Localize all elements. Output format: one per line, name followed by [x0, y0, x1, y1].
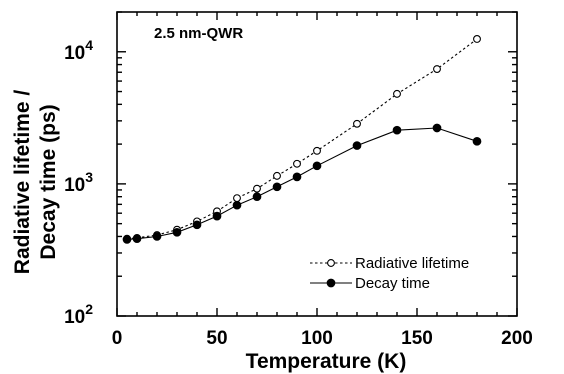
decay-point — [312, 161, 322, 171]
radiative-point — [353, 119, 361, 128]
y-axis-title-line1: Radiative lifetime / — [11, 90, 34, 275]
tick-labels: 0 50 100 150 200 102 103 104 — [64, 37, 533, 349]
radiative-point — [393, 89, 401, 98]
chart-annotation: 2.5 nm-QWR — [154, 25, 243, 42]
decay-point — [272, 182, 282, 192]
decay-point — [132, 234, 142, 244]
decay-point — [252, 192, 262, 202]
radiative-point — [473, 35, 481, 43]
radiative-point — [253, 184, 261, 193]
radiative-point — [233, 194, 241, 203]
decay-point — [292, 172, 302, 182]
radiative-point — [433, 65, 441, 73]
legend-label: Decay time — [355, 275, 430, 292]
legend-marker — [327, 259, 335, 267]
x-tick-label: 200 — [501, 328, 533, 349]
x-tick-label: 0 — [112, 328, 123, 349]
decay-point — [232, 200, 242, 210]
legend-label: Radiative lifetime — [355, 255, 469, 272]
y-axis-title-line2: Decay time (ps) — [37, 104, 60, 259]
decay-point — [212, 211, 222, 221]
x-axis-title: Temperature (K) — [246, 350, 407, 373]
x-tick-label: 50 — [206, 328, 227, 349]
radiative-point — [273, 171, 281, 180]
decay-point — [192, 220, 202, 230]
x-tick-label: 150 — [401, 328, 433, 349]
radiative-point — [313, 146, 321, 155]
series-line-1 — [126, 127, 478, 240]
radiative-point — [293, 159, 301, 168]
legend: Radiative lifetime Decay time — [310, 255, 469, 292]
y-tick-label: 102 — [64, 301, 93, 328]
x-tick-label: 100 — [301, 328, 333, 349]
decay-point — [472, 136, 482, 146]
plot-frame — [116, 11, 518, 317]
decay-point — [352, 141, 362, 150]
decay-point — [392, 125, 402, 135]
y-tick-label: 103 — [64, 169, 93, 196]
series-layer — [122, 35, 482, 244]
decay-point — [152, 232, 162, 241]
decay-point — [172, 227, 182, 237]
y-tick-label: 104 — [64, 37, 93, 64]
decay-point — [122, 235, 132, 244]
series-line-0 — [126, 38, 478, 240]
decay-point — [432, 123, 442, 133]
legend-marker — [326, 278, 336, 288]
